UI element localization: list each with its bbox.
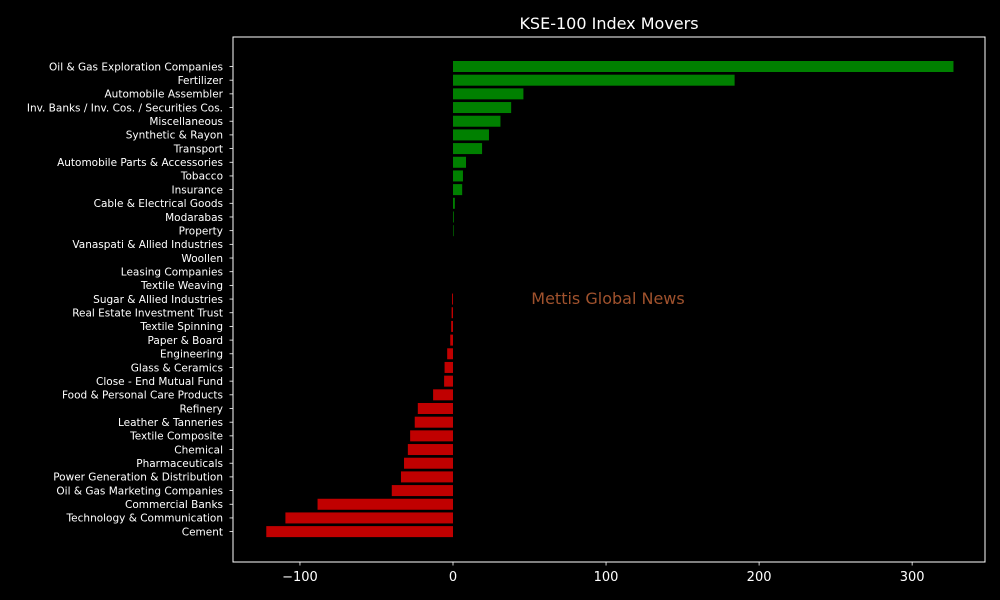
bar-6	[453, 143, 483, 155]
x-tick-label: 300	[900, 570, 925, 585]
bar-32	[317, 498, 453, 510]
y-tick-label: Real Estate Investment Trust	[72, 308, 223, 320]
bar-9	[453, 184, 463, 196]
y-tick-label: Leasing Companies	[121, 267, 223, 279]
y-tick-label: Oil & Gas Exploration Companies	[49, 61, 223, 73]
x-tick-label: 100	[594, 570, 619, 585]
bar-21	[447, 348, 453, 360]
y-tick-label: Automobile Parts & Accessories	[57, 157, 223, 169]
plot-frame	[232, 36, 986, 563]
y-tick-label: Oil & Gas Marketing Companies	[56, 485, 223, 497]
bar-20	[450, 334, 453, 346]
bar-33	[285, 512, 453, 524]
y-tick-label: Sugar & Allied Industries	[93, 294, 223, 306]
y-tick-label: Tobacco	[180, 171, 223, 183]
bar-5	[453, 129, 489, 141]
bar-10	[453, 197, 455, 209]
bar-1	[453, 74, 735, 86]
watermark-text: Mettis Global News	[531, 289, 684, 308]
bar-30	[400, 471, 453, 483]
bar-25	[417, 403, 453, 414]
bar-34	[266, 526, 453, 538]
y-tick-label: Property	[179, 225, 223, 237]
y-tick-label: Textile Spinning	[139, 321, 223, 333]
y-tick-label: Refinery	[179, 403, 223, 415]
bar-17	[452, 293, 453, 305]
y-tick-label: Technology & Communication	[66, 513, 223, 525]
y-tick-label: Cement	[182, 526, 223, 538]
y-tick-label: Leather & Tanneries	[118, 417, 223, 429]
x-tick-label: 200	[747, 570, 772, 585]
y-tick-label: Chemical	[174, 444, 223, 456]
y-tick-label: Modarabas	[165, 212, 223, 224]
bar-24	[433, 389, 453, 401]
y-tick-label: Engineering	[160, 349, 223, 361]
bar-3	[453, 102, 512, 114]
bar-29	[404, 457, 453, 469]
bar-7	[453, 156, 467, 168]
bar-4	[453, 115, 501, 127]
chart-title: KSE-100 Index Movers	[519, 14, 698, 33]
y-tick-label: Vanaspati & Allied Industries	[72, 239, 223, 251]
y-tick-label: Transport	[173, 143, 223, 155]
bar-2	[453, 88, 524, 100]
y-tick-label: Glass & Ceramics	[131, 362, 223, 374]
y-tick-label: Fertilizer	[178, 75, 224, 87]
y-tick-label: Close - End Mutual Fund	[96, 376, 223, 388]
bar-28	[407, 444, 453, 456]
bars-layer	[266, 61, 954, 538]
bar-23	[444, 375, 453, 387]
y-tick-label: Textile Weaving	[140, 280, 223, 292]
y-tick-label: Pharmaceuticals	[136, 458, 223, 470]
bar-31	[391, 485, 453, 497]
y-tick-label: Power Generation & Distribution	[53, 472, 223, 484]
y-tick-label: Textile Composite	[129, 431, 223, 443]
bar-27	[410, 430, 453, 442]
bar-18	[451, 307, 453, 319]
bar-19	[451, 320, 453, 332]
bar-8	[453, 170, 463, 182]
y-tick-label: Insurance	[171, 184, 223, 196]
y-tick-label: Food & Personal Care Products	[62, 390, 223, 402]
y-tick-label: Inv. Banks / Inv. Cos. / Securities Cos.	[27, 102, 223, 114]
x-tick-label: 0	[449, 570, 457, 585]
y-tick-label: Cable & Electrical Goods	[94, 198, 223, 210]
y-tick-label: Miscellaneous	[149, 116, 223, 128]
x-axis-ticks: −100 0 100 200 300	[282, 562, 925, 585]
y-tick-label: Woollen	[181, 253, 223, 265]
bar-11	[453, 211, 454, 223]
y-axis-ticks: Oil & Gas Exploration Companies Fertilize…	[27, 61, 233, 538]
y-tick-label: Commercial Banks	[125, 499, 223, 511]
y-tick-label: Automobile Assembler	[105, 89, 224, 101]
bar-26	[414, 416, 453, 428]
bar-0	[453, 61, 954, 72]
bar-22	[444, 361, 453, 373]
y-tick-label: Paper & Board	[148, 335, 223, 347]
bar-12	[453, 225, 454, 237]
x-tick-label: −100	[282, 570, 318, 585]
y-tick-label: Synthetic & Rayon	[126, 130, 223, 142]
